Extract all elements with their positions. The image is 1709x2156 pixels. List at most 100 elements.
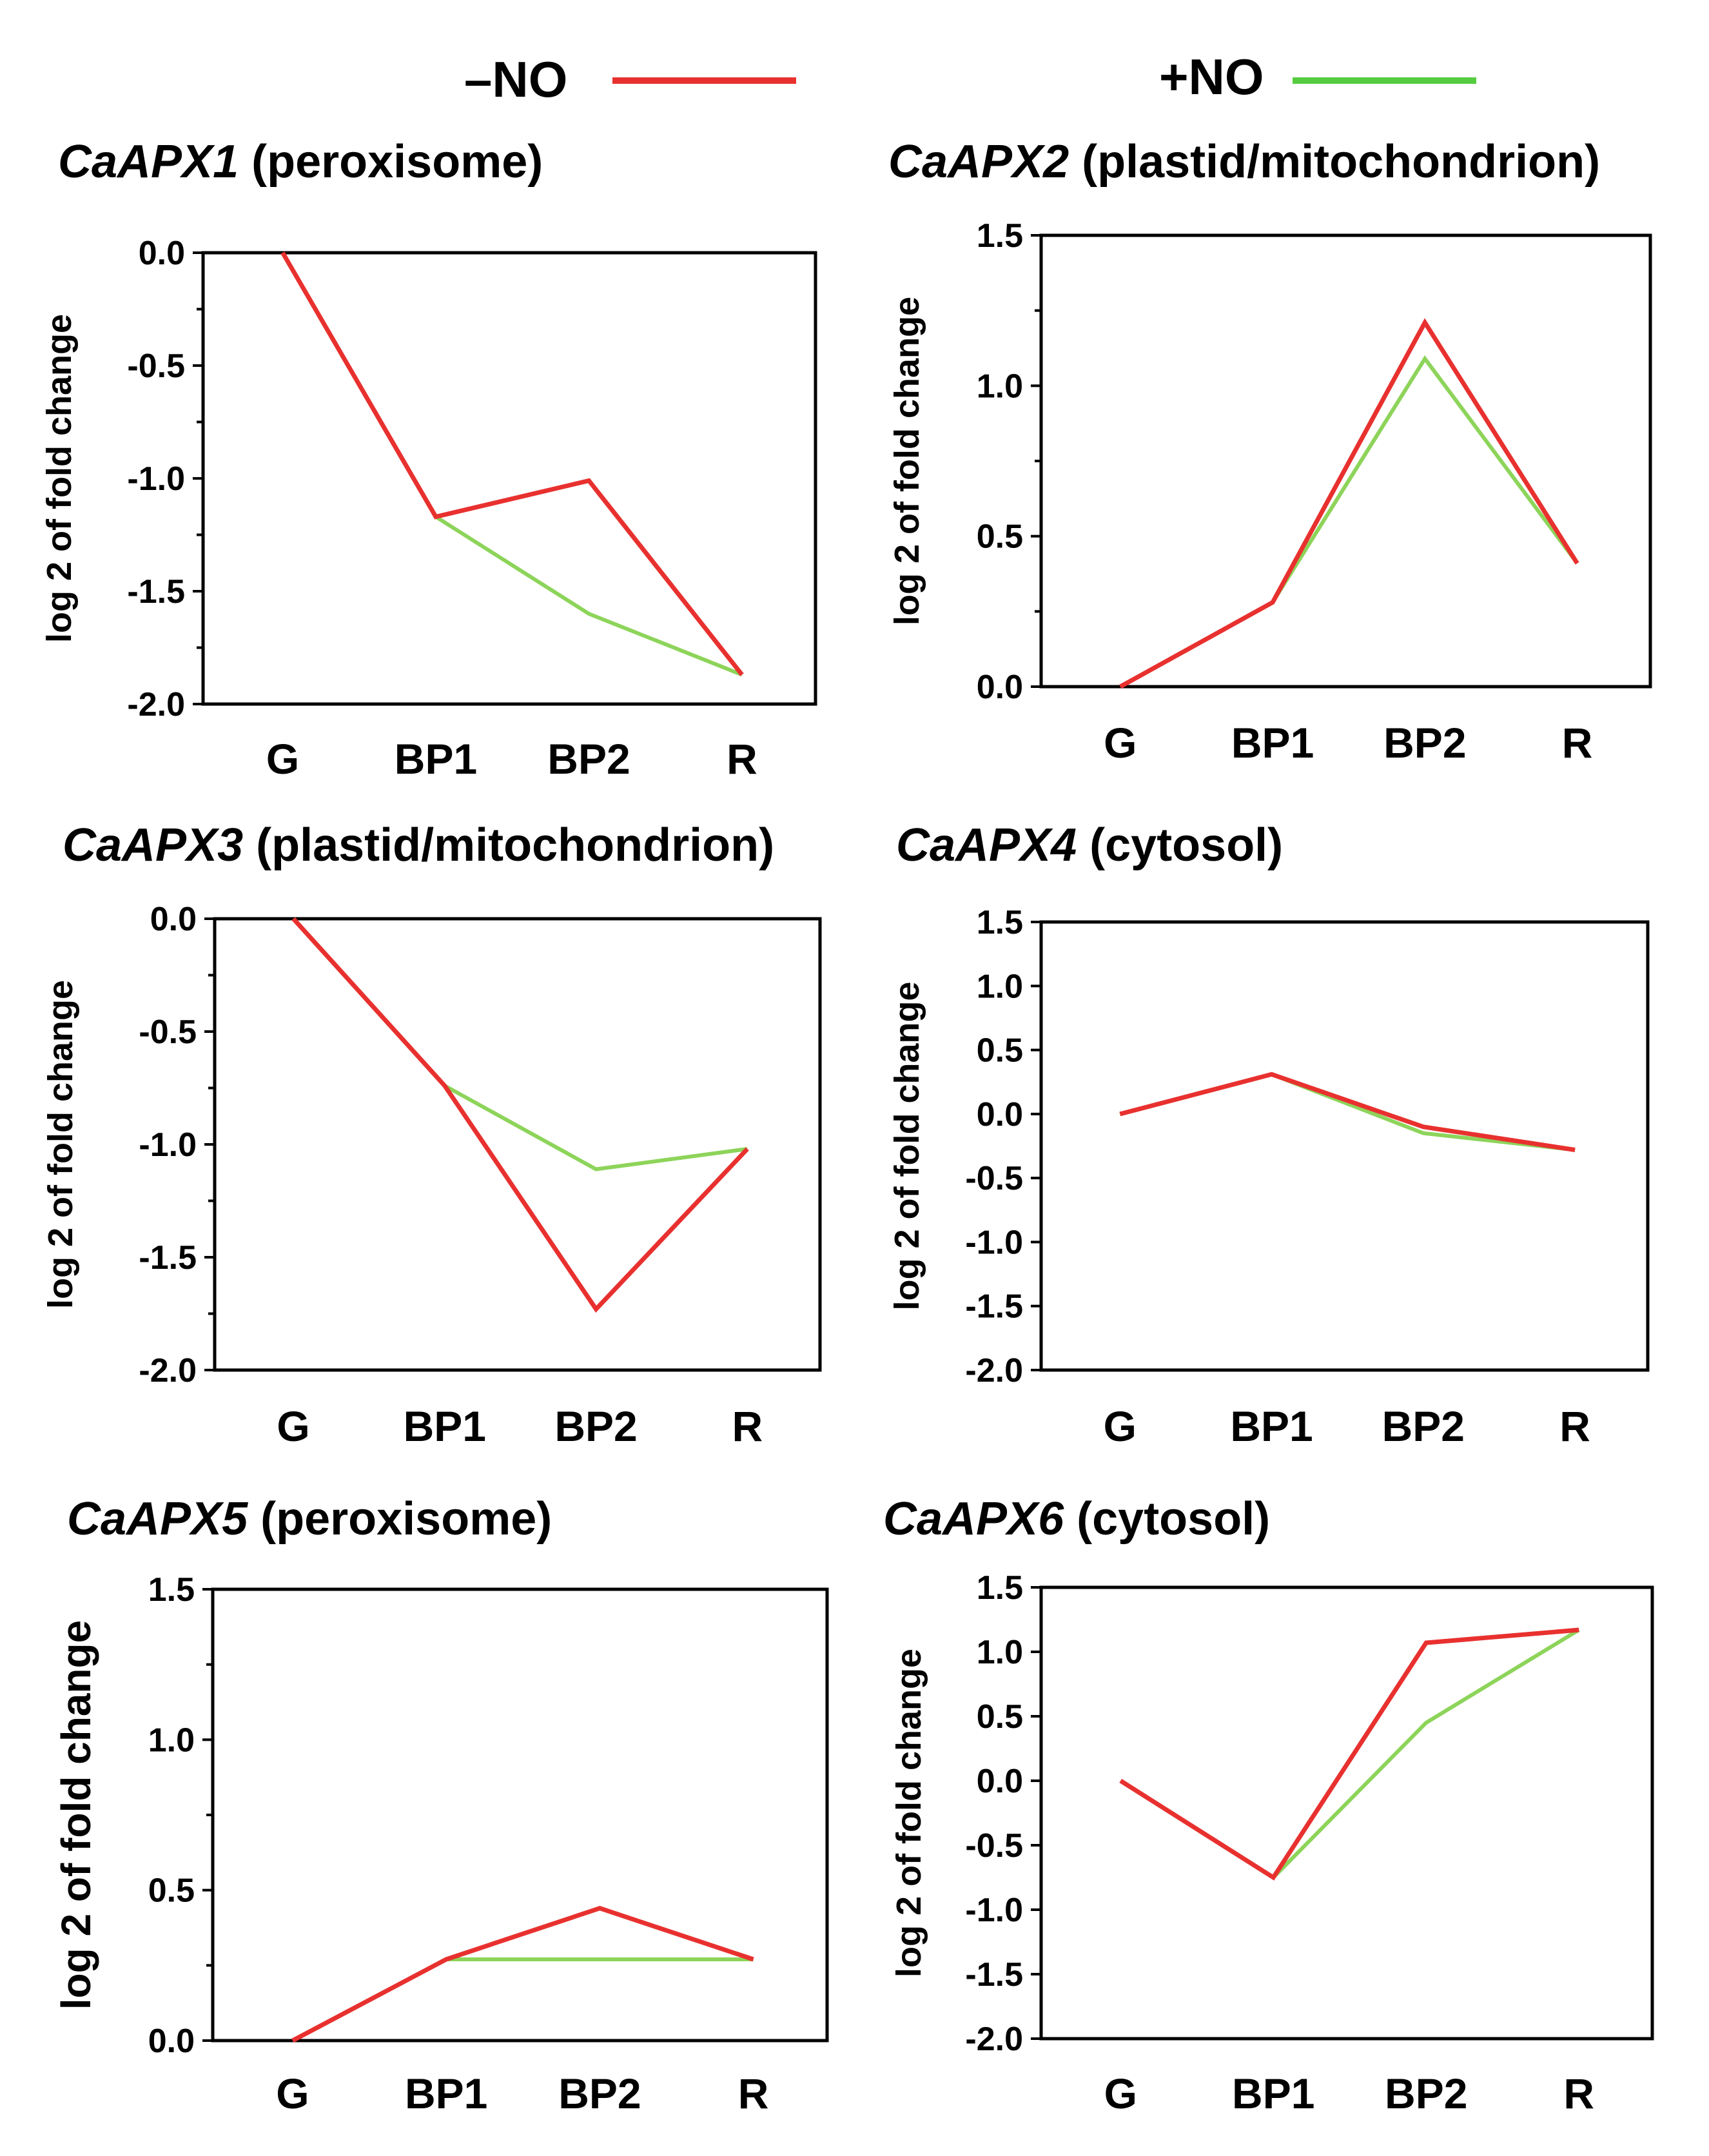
legend-label-plus-no: +NO [1159, 48, 1264, 105]
y-tick-label: 1.5 [977, 217, 1023, 255]
x-tick-label-bp1: BP1 [404, 1402, 486, 1450]
y-tick-label: -0.5 [965, 1827, 1023, 1865]
series-line-minus-no [291, 1906, 754, 2043]
x-tick-label-g: G [277, 1402, 309, 1450]
series-line-plus-no [280, 251, 743, 677]
x-tick-label-g: G [266, 735, 299, 783]
series-line-minus-no [291, 917, 749, 1313]
x-tick-label-r: R [1559, 1402, 1590, 1450]
y-tick-label: -1.0 [965, 1892, 1023, 1929]
x-tick-label-bp1: BP1 [405, 2070, 487, 2117]
y-tick-label: 1.0 [977, 1634, 1023, 1671]
chart-panel-caapx3: CaAPX3 (plastid/mitochondrion) 0.0 -0.5 -1.… [41, 819, 822, 1450]
x-tick-label-bp2: BP2 [554, 1402, 637, 1450]
y-tick-label: 0.5 [148, 1872, 195, 1910]
panel-title: CaAPX3 (plastid/mitochondrion) [63, 819, 774, 871]
chart-panel-caapx4: CaAPX4 (cytosol) 1.5 1.0 0.5 0.0 -0.5 -1.0 -1.5… [888, 819, 1650, 1450]
x-tick-label-bp2: BP2 [1385, 2070, 1467, 2117]
x-tick-label-g: G [1104, 719, 1137, 767]
y-tick-label: -1.0 [127, 460, 185, 498]
chart-panel-caapx1: CaAPX1 (peroxisome) 0.0 -0.5 -1.0 -1.5 -2.0 lo… [40, 136, 817, 783]
y-tick-label: -2.0 [965, 1352, 1023, 1389]
x-tick-label-r: R [1562, 719, 1593, 767]
series-line-minus-no [1119, 1627, 1579, 1881]
y-tick-label: 0.0 [977, 669, 1023, 706]
y-axis-label: log 2 of fold change [41, 980, 80, 1309]
y-tick-label: -1.5 [965, 1956, 1023, 1994]
series-line-plus-no [291, 917, 748, 1171]
x-tick-label-bp1: BP1 [395, 735, 477, 783]
y-axis-label: log 2 of fold change [888, 982, 926, 1311]
x-tick-label-bp2: BP2 [547, 735, 630, 783]
plot-frame [201, 251, 817, 706]
x-tick-label-bp2: BP2 [1383, 719, 1466, 767]
x-tick-label-r: R [738, 2070, 769, 2117]
chart-panel-caapx5: CaAPX5 (peroxisome) 1.5 1.0 0.5 0.0 log 2 of … [53, 1493, 829, 2117]
y-tick-label: -1.0 [965, 1224, 1023, 1261]
plot-frame [1039, 920, 1650, 1372]
x-tick-label-g: G [1104, 1402, 1137, 1450]
panel-title-gene: CaAPX4 [896, 819, 1077, 871]
chart-panel-caapx6: CaAPX6 (cytosol) 1.5 1.0 0.5 0.0 -0.5 -1.0 -1.5… [883, 1493, 1654, 2117]
x-tick-label-r: R [732, 1402, 763, 1450]
y-tick-label: 0.5 [977, 518, 1023, 556]
x-tick-label-g: G [1104, 2070, 1137, 2117]
y-tick-label: 0.0 [977, 1096, 1023, 1133]
series-line-plus-no [1119, 1628, 1580, 1880]
x-tick-label-bp1: BP1 [1232, 2070, 1314, 2117]
panel-title: CaAPX4 (cytosol) [896, 819, 1283, 871]
y-tick-label: -0.5 [965, 1160, 1023, 1197]
legend-label-minus-no: –NO [464, 51, 567, 108]
series-line-plus-no [291, 1957, 754, 2043]
y-tick-label: -0.5 [127, 348, 185, 385]
chart-panels: CaAPX1 (peroxisome) 0.0 -0.5 -1.0 -1.5 -2.0 lo… [40, 136, 1654, 2117]
y-tick-label: -1.5 [139, 1239, 197, 1277]
y-tick-label: 1.0 [977, 968, 1023, 1005]
y-tick-label: 0.0 [150, 901, 197, 938]
series-line-minus-no [1119, 318, 1579, 689]
panel-title-location: (cytosol) [1077, 819, 1283, 871]
y-tick-label: -2.0 [127, 686, 185, 723]
panel-title-gene: CaAPX6 [883, 1493, 1064, 1545]
panel-title: CaAPX6 (cytosol) [883, 1493, 1270, 1545]
y-tick-label: 1.5 [977, 904, 1023, 941]
panel-title-location: (plastid/mitochondrion) [1069, 136, 1600, 188]
y-tick-label: 0.5 [977, 1032, 1023, 1070]
y-tick-label: 0.0 [148, 2023, 195, 2060]
y-axis-label: log 2 of fold change [888, 297, 926, 625]
series-line-minus-no [280, 251, 744, 676]
y-tick-label: 1.5 [977, 1569, 1023, 1607]
panel-title-gene: CaAPX1 [58, 136, 239, 188]
plot-frame [1039, 1585, 1654, 2041]
y-tick-label: 0.5 [977, 1698, 1023, 1736]
y-tick-label: -1.5 [965, 1288, 1023, 1326]
y-tick-label: 0.0 [977, 1763, 1023, 1800]
panel-title: CaAPX1 (peroxisome) [58, 136, 543, 188]
y-tick-label: 1.0 [977, 368, 1023, 405]
panel-title-gene: CaAPX2 [888, 136, 1069, 188]
chart-panel-caapx2: CaAPX2 (plastid/mitochondrion) 1.5 1.0 0.5 0… [888, 136, 1652, 767]
panel-title-location: (peroxisome) [239, 136, 543, 188]
x-tick-label-bp1: BP1 [1231, 719, 1314, 767]
plot-frame [213, 917, 822, 1372]
plot-frame [211, 1587, 829, 2043]
panel-title: CaAPX2 (plastid/mitochondrion) [888, 136, 1600, 188]
y-tick-label: -1.0 [139, 1126, 197, 1164]
panel-title-gene: CaAPX5 [67, 1493, 248, 1545]
legend: –NO +NO [464, 48, 1476, 108]
y-axis-label: log 2 of fold change [890, 1649, 928, 1977]
plot-frame [1039, 233, 1652, 689]
y-tick-label: 1.5 [148, 1571, 195, 1609]
y-tick-label: -2.0 [965, 2021, 1023, 2058]
x-tick-label-r: R [727, 735, 757, 783]
x-tick-label-bp2: BP2 [1382, 1402, 1465, 1450]
y-tick-label: -0.5 [139, 1014, 197, 1051]
y-tick-label: 1.0 [148, 1721, 195, 1759]
panel-title-location: (cytosol) [1064, 1493, 1270, 1545]
series-line-minus-no [1119, 1072, 1576, 1152]
y-tick-label: -2.0 [139, 1352, 197, 1389]
y-tick-label: 0.0 [139, 235, 185, 272]
panel-title-gene: CaAPX3 [63, 819, 243, 871]
x-tick-label-g: G [276, 2070, 309, 2117]
